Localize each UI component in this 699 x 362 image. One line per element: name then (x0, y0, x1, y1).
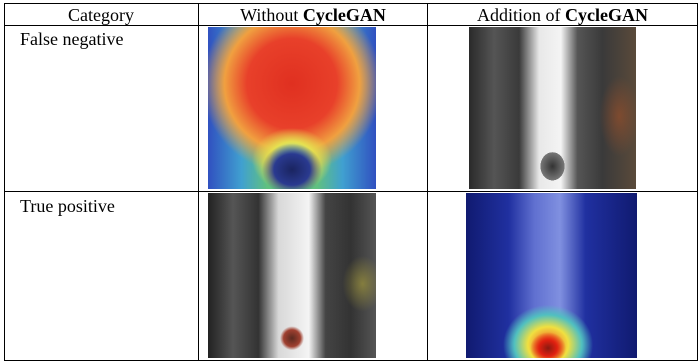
header-text: Without (240, 5, 299, 25)
heatmap-image (469, 27, 636, 189)
table-border (4, 3, 5, 361)
header-bold: CycleGAN (302, 5, 386, 25)
heatmap-image (208, 193, 376, 358)
table-border (697, 3, 698, 361)
table-border (4, 3, 698, 4)
row-label: True positive (20, 196, 115, 216)
table-border (427, 3, 428, 361)
table-border (198, 3, 199, 361)
table-border (4, 191, 698, 192)
header-bold: CycleGAN (565, 5, 648, 25)
table-border (4, 25, 698, 26)
heatmap-image (208, 27, 376, 189)
table-border (4, 360, 698, 361)
header-cell: Category (68, 5, 134, 25)
header-text: Addition of (477, 5, 561, 25)
header-cell: Addition of CycleGAN (428, 4, 697, 26)
heatmap-image (466, 193, 637, 358)
row-label: False negative (20, 29, 124, 49)
header-cell: Without CycleGAN (199, 4, 427, 26)
